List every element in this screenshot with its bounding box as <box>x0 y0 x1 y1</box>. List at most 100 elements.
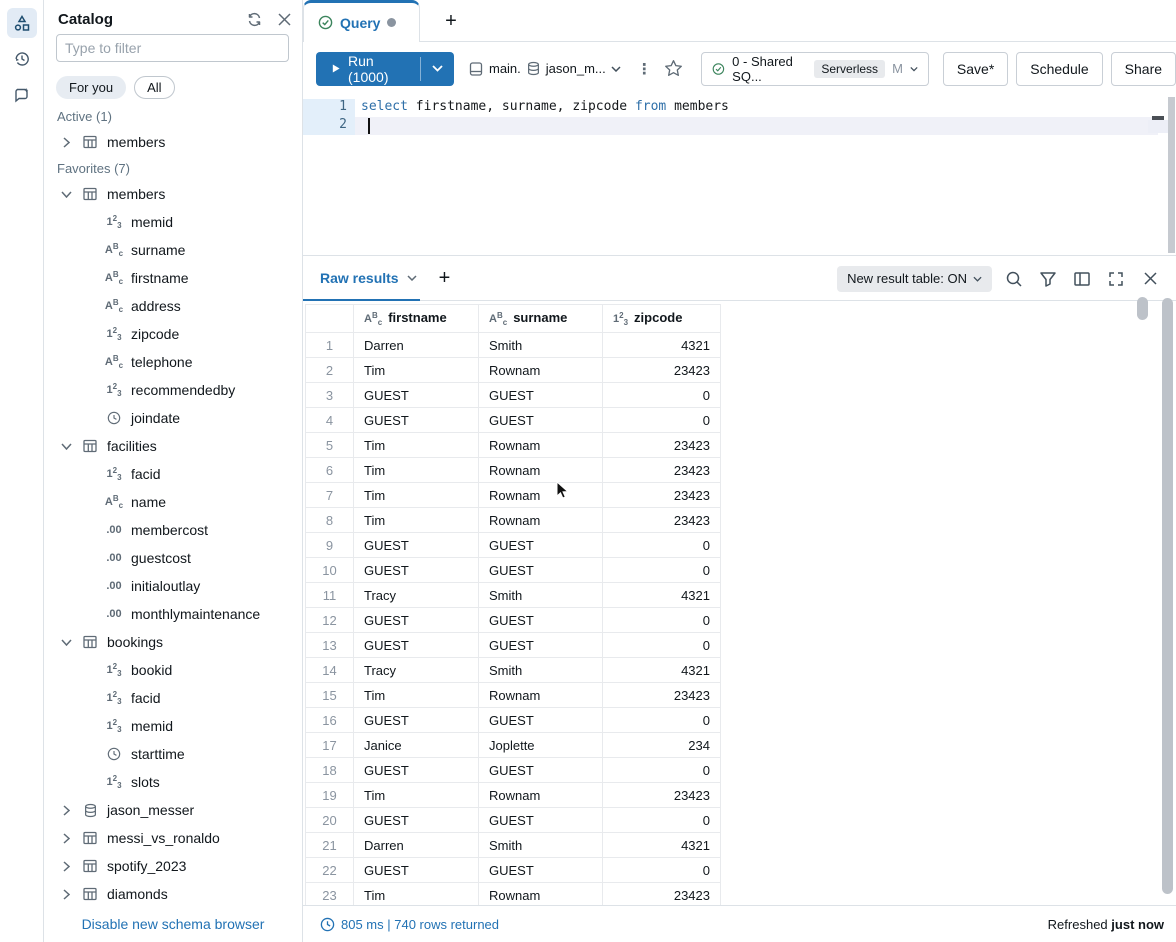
table-row[interactable]: 3 GUEST GUEST 0 <box>305 382 721 408</box>
tree-node-messi_vs_ronaldo[interactable]: messi_vs_ronaldo <box>44 824 302 852</box>
cell-firstname[interactable]: Tim <box>353 357 479 383</box>
cell-surname[interactable]: Joplette <box>478 732 603 758</box>
new-tab-button[interactable]: + <box>445 9 457 32</box>
save-button[interactable]: Save* <box>942 51 1009 86</box>
table-row[interactable]: 11 Tracy Smith 4321 <box>305 582 721 608</box>
chevron-down-icon[interactable] <box>59 638 73 646</box>
chevron-right-icon[interactable] <box>59 136 73 148</box>
editor-scrollbar[interactable] <box>1168 97 1175 253</box>
cell-zipcode[interactable]: 234 <box>602 732 721 758</box>
tree-node-starttime[interactable]: starttime <box>44 740 302 768</box>
cell-firstname[interactable]: Darren <box>353 332 479 358</box>
cell-zipcode[interactable]: 0 <box>602 382 721 408</box>
cell-surname[interactable]: Smith <box>478 582 603 608</box>
column-header-surname[interactable]: ABc surname <box>478 304 603 333</box>
table-row[interactable]: 12 GUEST GUEST 0 <box>305 607 721 633</box>
cell-firstname[interactable]: GUEST <box>353 607 479 633</box>
tree-node-joindate[interactable]: joindate <box>44 404 302 432</box>
chevron-right-icon[interactable] <box>59 888 73 900</box>
cell-surname[interactable]: GUEST <box>478 532 603 558</box>
cell-zipcode[interactable]: 23423 <box>602 482 721 508</box>
chevron-down-icon[interactable] <box>59 442 73 450</box>
cell-zipcode[interactable]: 23423 <box>602 457 721 483</box>
cell-firstname[interactable]: GUEST <box>353 757 479 783</box>
history-icon[interactable] <box>7 44 37 74</box>
cell-surname[interactable]: GUEST <box>478 407 603 433</box>
cell-firstname[interactable]: Tracy <box>353 582 479 608</box>
assistant-icon[interactable] <box>7 80 37 110</box>
tree-node-facid[interactable]: 123 facid <box>44 684 302 712</box>
column-header-zipcode[interactable]: 123 zipcode <box>602 304 721 333</box>
page-scrollbar-thumb[interactable] <box>1162 298 1173 894</box>
cell-surname[interactable]: Rownam <box>478 482 603 508</box>
cell-surname[interactable]: Rownam <box>478 882 603 905</box>
cell-firstname[interactable]: Tim <box>353 882 479 905</box>
cell-zipcode[interactable]: 4321 <box>602 657 721 683</box>
refresh-icon[interactable] <box>246 11 263 28</box>
tree-node-bookings[interactable]: bookings <box>44 628 302 656</box>
tree-node-telephone[interactable]: ABc telephone <box>44 348 302 376</box>
column-header-firstname[interactable]: ABc firstname <box>353 304 479 333</box>
share-button[interactable]: Share <box>1110 51 1176 86</box>
tree-node-slots[interactable]: 123 slots <box>44 768 302 796</box>
table-row[interactable]: 14 Tracy Smith 4321 <box>305 657 721 683</box>
table-row[interactable]: 7 Tim Rownam 23423 <box>305 482 721 508</box>
tree-node-diamonds[interactable]: diamonds <box>44 880 302 908</box>
table-row[interactable]: 17 Janice Joplette 234 <box>305 732 721 758</box>
cell-firstname[interactable]: Tim <box>353 482 479 508</box>
tree-node-jason_messer[interactable]: jason_messer <box>44 796 302 824</box>
raw-results-tab[interactable]: Raw results <box>320 270 417 286</box>
cell-firstname[interactable]: Tim <box>353 507 479 533</box>
all-pill[interactable]: All <box>134 76 175 99</box>
table-row[interactable]: 23 Tim Rownam 23423 <box>305 882 721 905</box>
cell-firstname[interactable]: GUEST <box>353 707 479 733</box>
cell-zipcode[interactable]: 0 <box>602 532 721 558</box>
table-row[interactable]: 19 Tim Rownam 23423 <box>305 782 721 808</box>
cell-firstname[interactable]: Darren <box>353 832 479 858</box>
table-row[interactable]: 15 Tim Rownam 23423 <box>305 682 721 708</box>
tree-node-members[interactable]: members <box>44 128 302 156</box>
tree-node-recommendedby[interactable]: 123 recommendedby <box>44 376 302 404</box>
tree-node-zipcode[interactable]: 123 zipcode <box>44 320 302 348</box>
cell-zipcode[interactable]: 0 <box>602 632 721 658</box>
tree-node-facilities[interactable]: facilities <box>44 432 302 460</box>
filter-icon[interactable] <box>1036 267 1060 291</box>
cell-surname[interactable]: Rownam <box>478 782 603 808</box>
tree-node-surname[interactable]: ABc surname <box>44 236 302 264</box>
table-row[interactable]: 22 GUEST GUEST 0 <box>305 857 721 883</box>
close-results-icon[interactable] <box>1138 267 1162 291</box>
cell-zipcode[interactable]: 4321 <box>602 582 721 608</box>
cell-firstname[interactable]: Tracy <box>353 657 479 683</box>
cell-zipcode[interactable]: 4321 <box>602 332 721 358</box>
cell-surname[interactable]: Rownam <box>478 357 603 383</box>
catalog-filter-input[interactable] <box>56 34 289 62</box>
catalog-schema-selector[interactable]: main. jason_m... <box>468 61 621 77</box>
table-row[interactable]: 16 GUEST GUEST 0 <box>305 707 721 733</box>
chevron-right-icon[interactable] <box>59 860 73 872</box>
warehouse-selector[interactable]: 0 - Shared SQ... Serverless M <box>701 51 929 86</box>
cell-firstname[interactable]: GUEST <box>353 382 479 408</box>
close-catalog-icon[interactable] <box>277 12 292 27</box>
cell-surname[interactable]: GUEST <box>478 857 603 883</box>
cell-firstname[interactable]: GUEST <box>353 532 479 558</box>
for-you-pill[interactable]: For you <box>56 76 127 99</box>
tree-node-membercost[interactable]: .00 membercost <box>44 516 302 544</box>
table-scrollbar-thumb[interactable] <box>1137 297 1148 320</box>
fullscreen-icon[interactable] <box>1104 267 1128 291</box>
add-result-tab-button[interactable]: + <box>438 266 451 289</box>
cell-zipcode[interactable]: 0 <box>602 407 721 433</box>
schema-browser-icon[interactable] <box>7 8 37 38</box>
table-row[interactable]: 1 Darren Smith 4321 <box>305 332 721 358</box>
chevron-down-icon[interactable] <box>59 190 73 198</box>
table-row[interactable]: 2 Tim Rownam 23423 <box>305 357 721 383</box>
cell-firstname[interactable]: GUEST <box>353 407 479 433</box>
cell-surname[interactable]: GUEST <box>478 707 603 733</box>
cell-surname[interactable]: GUEST <box>478 607 603 633</box>
cell-surname[interactable]: Rownam <box>478 432 603 458</box>
query-tab[interactable]: Query <box>303 0 420 42</box>
tree-node-firstname[interactable]: ABc firstname <box>44 264 302 292</box>
new-result-table-toggle[interactable]: New result table: ON <box>837 265 992 292</box>
table-row[interactable]: 4 GUEST GUEST 0 <box>305 407 721 433</box>
cell-zipcode[interactable]: 0 <box>602 757 721 783</box>
cell-surname[interactable]: GUEST <box>478 807 603 833</box>
